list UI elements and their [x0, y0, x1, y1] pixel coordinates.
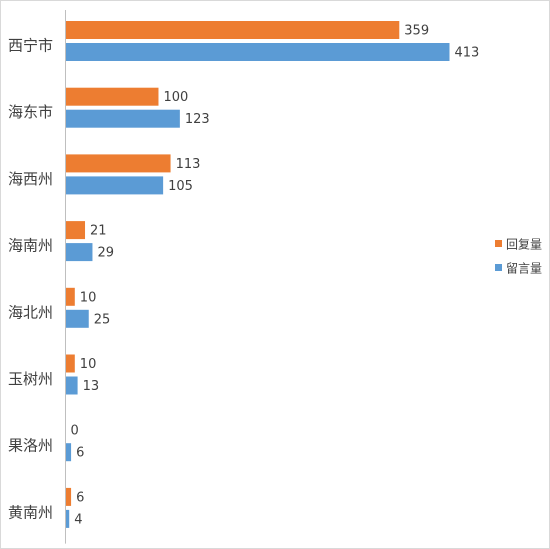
message-bar — [65, 243, 93, 262]
value-label: 413 — [455, 46, 480, 61]
message-bar — [65, 109, 180, 128]
reply-bar — [65, 21, 400, 39]
value-label: 359 — [404, 24, 429, 39]
category-label: 西宁市 — [8, 37, 53, 55]
category-label: 海南州 — [8, 237, 53, 255]
value-label: 105 — [168, 179, 193, 194]
message-bar — [65, 376, 78, 395]
value-label: 25 — [94, 312, 111, 327]
value-labels-group: 359 413 100 123 113 105 21 29 10 25 10 13 0 6 6 4 — [71, 24, 480, 528]
message-bar — [65, 509, 70, 528]
message-bar — [65, 443, 72, 462]
reply-bar — [65, 154, 171, 173]
value-label: 123 — [185, 112, 210, 127]
value-label: 6 — [76, 446, 84, 461]
value-label: 0 — [71, 424, 79, 439]
category-label: 黄南州 — [8, 503, 53, 521]
value-label: 10 — [80, 357, 97, 372]
reply-bar — [65, 221, 86, 240]
value-label: 113 — [176, 157, 201, 172]
value-label: 100 — [163, 90, 188, 105]
message-bar — [65, 43, 450, 61]
category-label: 海东市 — [8, 103, 53, 121]
category-label: 果洛州 — [8, 437, 53, 455]
value-label: 4 — [74, 512, 82, 527]
message-bar — [65, 176, 164, 195]
value-label: 29 — [97, 246, 114, 261]
reply-bar — [65, 354, 75, 373]
reply-bar — [65, 487, 72, 506]
value-label: 13 — [83, 379, 100, 394]
category-label: 海西州 — [8, 170, 53, 188]
reply-bar — [65, 87, 159, 106]
reply-bar — [65, 287, 75, 306]
message-bar — [65, 309, 89, 328]
category-label: 玉树州 — [8, 370, 53, 388]
category-label: 海北州 — [8, 303, 53, 321]
legend-label: 回复量 — [506, 238, 542, 252]
legend-swatch — [495, 264, 502, 271]
legend-swatch — [495, 240, 502, 247]
value-label: 6 — [76, 490, 84, 505]
bars-group — [65, 21, 450, 528]
value-label: 10 — [80, 290, 97, 305]
value-label: 21 — [90, 224, 107, 239]
legend-label: 留言量 — [506, 262, 542, 276]
